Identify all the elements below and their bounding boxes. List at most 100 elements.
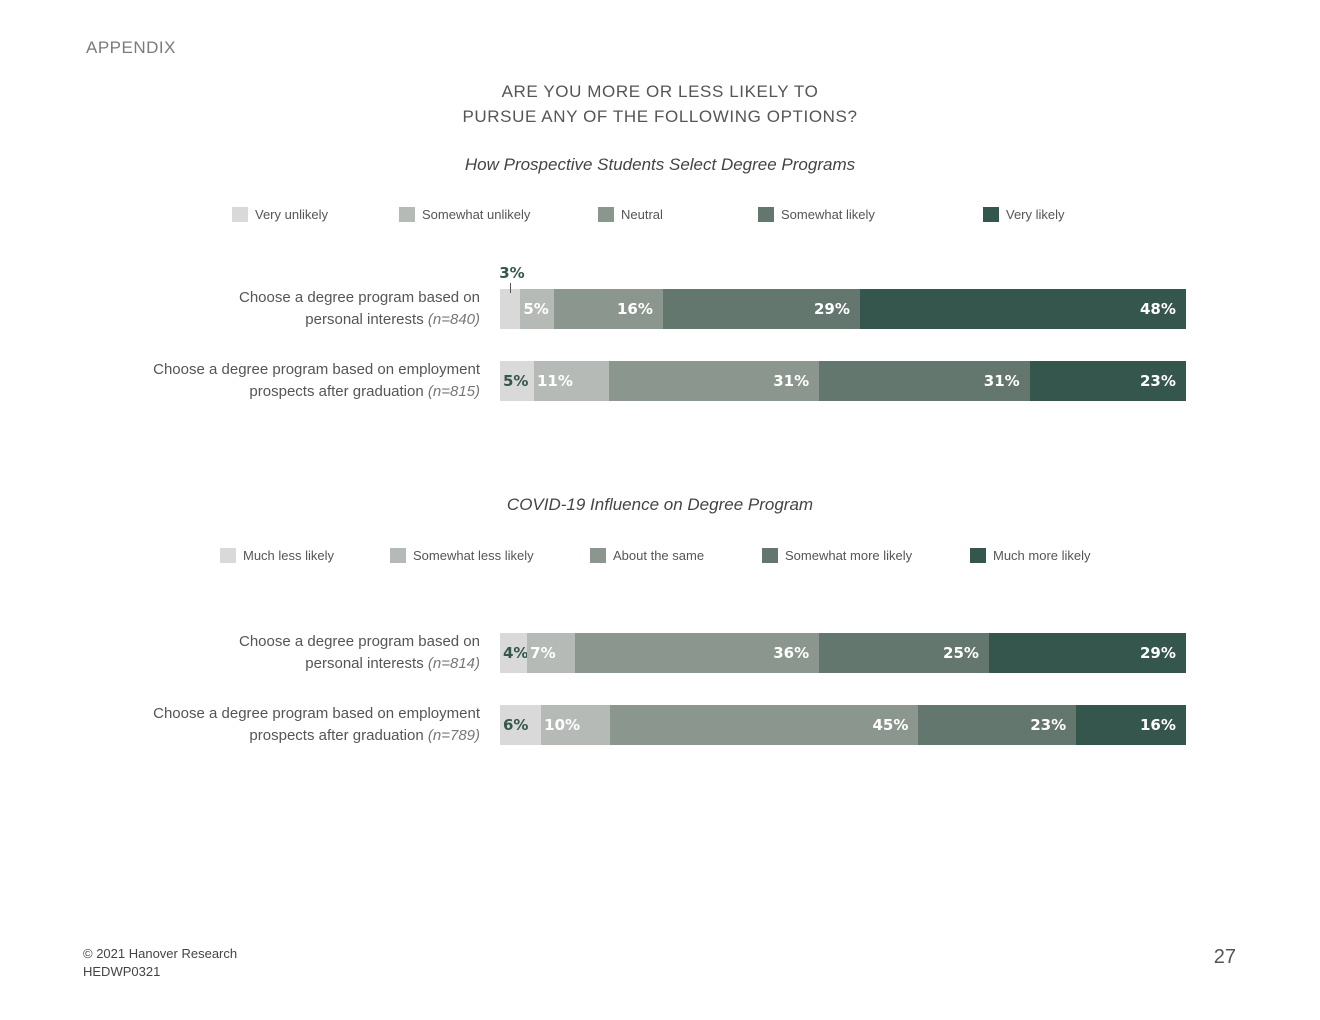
bar-segment [1076, 705, 1187, 745]
sample-size: (n=814) [427, 655, 480, 672]
legend-item: Very unlikely [232, 207, 328, 222]
legend-swatch [590, 548, 606, 563]
legend-swatch [220, 548, 236, 563]
bar-segment [1029, 361, 1187, 401]
legend-item: Much less likely [220, 548, 334, 563]
legend-label: Very likely [1006, 207, 1065, 222]
data-label: 29% [813, 300, 850, 318]
row-label-line-1: Choose a degree program based on [239, 633, 480, 650]
legend-item: Somewhat less likely [390, 548, 534, 563]
footer-copyright: © 2021 Hanover Research [83, 946, 238, 961]
row-label-line-1: Choose a degree program based on [239, 289, 480, 306]
legend-label: About the same [613, 548, 705, 563]
legend-label: Neutral [621, 207, 663, 222]
legend-item: Neutral [598, 207, 663, 222]
legend-label: Much less likely [243, 548, 335, 563]
page-title-line-2: PURSUE ANY OF THE FOLLOWING OPTIONS? [462, 107, 858, 126]
legend-label: Somewhat unlikely [422, 207, 531, 222]
data-label: 23% [1140, 372, 1176, 390]
data-label: 10% [544, 716, 581, 734]
bar-segment [819, 361, 1031, 401]
row-label: Choose a degree program based on employm… [153, 359, 480, 403]
row-label-line-2: prospects after graduation (n=789) [153, 725, 480, 747]
legend-swatch [762, 548, 778, 563]
page-title-line-1: ARE YOU MORE OR LESS LIKELY TO [501, 82, 819, 101]
data-label: 31% [773, 372, 810, 390]
bar-segment [574, 633, 820, 673]
legend-item: Somewhat more likely [762, 548, 912, 563]
bar-segment [500, 361, 535, 401]
footer: © 2021 Hanover Research HEDWP0321 [83, 945, 237, 981]
sample-size: (n=840) [427, 311, 480, 328]
bar-segment [500, 633, 528, 673]
footer-code: HEDWP0321 [83, 964, 161, 979]
legend-swatch [758, 207, 774, 222]
bar-segment [819, 633, 990, 673]
data-label: 5% [503, 372, 529, 390]
chart-title: COVID-19 Influence on Degree Program [506, 495, 814, 514]
row-label-text: personal interests [305, 311, 424, 328]
row-label-line-1: Choose a degree program based on employm… [153, 361, 480, 378]
legend-swatch [983, 207, 999, 222]
legend-label: Much more likely [993, 548, 1091, 563]
row-label-text: personal interests [305, 655, 424, 672]
bar-segment [859, 289, 1187, 329]
legend-swatch [232, 207, 248, 222]
data-label: 31% [983, 372, 1020, 390]
bar-segment [989, 633, 1187, 673]
bar-segment [527, 633, 576, 673]
row-label-line-2: prospects after graduation (n=815) [153, 381, 480, 403]
data-label: 6% [503, 716, 529, 734]
legend-label: Very unlikely [255, 207, 328, 222]
sample-size: (n=789) [427, 727, 480, 744]
bar-segment [520, 289, 555, 329]
row-label-line-1: Choose a degree program based on employm… [153, 705, 480, 722]
bar-segment [608, 361, 820, 401]
legend-swatch [399, 207, 415, 222]
data-label: 4% [503, 644, 529, 662]
row-label-line-2: personal interests (n=840) [239, 309, 480, 331]
bar-segment [500, 289, 521, 329]
row-label: Choose a degree program based on personal… [239, 631, 480, 675]
data-label: 29% [1140, 644, 1176, 662]
data-label: 48% [1140, 300, 1176, 318]
leader-line [510, 283, 512, 293]
legend-swatch [970, 548, 986, 563]
data-label: 3% [499, 264, 525, 282]
data-label: 5% [523, 300, 549, 318]
data-label: 16% [617, 300, 653, 318]
data-label: 25% [943, 644, 979, 662]
bar-segment [609, 705, 919, 745]
legend-swatch [598, 207, 614, 222]
legend-label: Somewhat less likely [413, 548, 534, 563]
legend-item: Very likely [983, 207, 1065, 222]
bar-segment [663, 289, 861, 329]
data-label: 11% [536, 372, 573, 390]
row-label: Choose a degree program based on personal… [239, 287, 480, 331]
bar-segment [918, 705, 1077, 745]
row-label: Choose a degree program based on employm… [153, 703, 480, 747]
legend-label: Somewhat more likely [785, 548, 913, 563]
row-label-line-2: personal interests (n=814) [239, 653, 480, 675]
section-label: APPENDIX [86, 38, 176, 57]
data-label: 45% [872, 716, 909, 734]
row-label-text: prospects after graduation [249, 727, 424, 744]
data-label: 7% [530, 644, 556, 662]
data-label: 23% [1030, 716, 1067, 734]
row-label-text: prospects after graduation [249, 383, 424, 400]
bar-segment [541, 705, 611, 745]
data-label: 36% [773, 644, 810, 662]
bar-segment [554, 289, 664, 329]
page-number: 27 [1213, 946, 1236, 968]
legend-item: Somewhat likely [758, 207, 875, 222]
legend-item: Much more likely [970, 548, 1091, 563]
chart-title: How Prospective Students Select Degree P… [464, 155, 856, 174]
bar-segment [533, 361, 610, 401]
legend-label: Somewhat likely [781, 207, 875, 222]
legend-item: About the same [590, 548, 704, 563]
bar-segment [500, 705, 542, 745]
data-label: 16% [1140, 716, 1176, 734]
legend-item: Somewhat unlikely [399, 207, 530, 222]
legend-swatch [390, 548, 406, 563]
sample-size: (n=815) [427, 383, 480, 400]
